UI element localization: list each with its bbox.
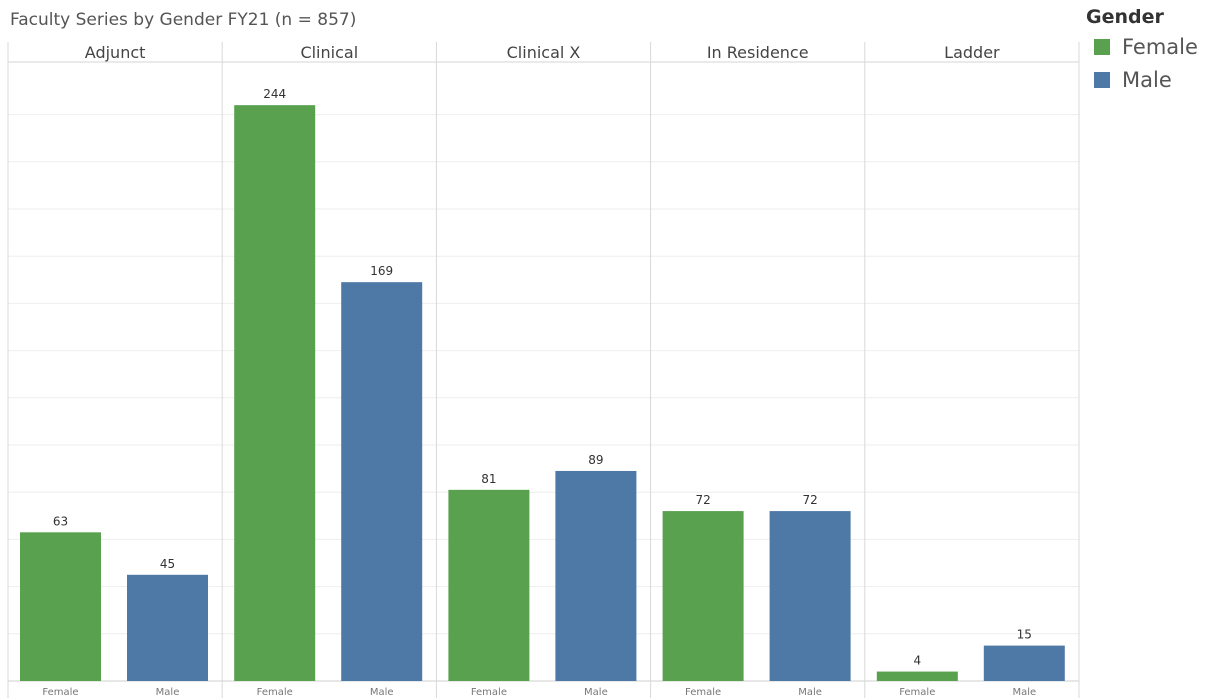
x-tick-label: Female <box>471 687 507 698</box>
x-tick-label: Female <box>42 687 78 698</box>
data-label: 45 <box>160 557 175 571</box>
data-label: 72 <box>695 493 710 507</box>
bar-male <box>769 511 851 681</box>
x-tick-label: Male <box>584 687 608 698</box>
x-tick-label: Male <box>156 687 180 698</box>
x-tick-label: Male <box>1012 687 1036 698</box>
data-label: 63 <box>53 514 68 528</box>
x-tick-label: Male <box>798 687 822 698</box>
panel-header-clinical-x: Clinical X <box>507 43 581 62</box>
bar-male <box>555 470 637 681</box>
legend-label-female: Female <box>1122 34 1198 59</box>
chart-area: Adjunct 63 Female 45 Male Clinical 244 Female 16… <box>7 42 1080 698</box>
legend-title: Gender <box>1086 6 1164 28</box>
panel-header-clinical: Clinical <box>300 43 358 62</box>
legend-label-male: Male <box>1122 67 1172 92</box>
legend-item-male[interactable]: Male <box>1086 63 1198 96</box>
data-label: 4 <box>913 654 921 668</box>
data-label: 244 <box>263 87 286 101</box>
bar-male <box>341 282 423 681</box>
data-label: 15 <box>1017 628 1032 642</box>
bar-female <box>20 532 101 681</box>
panel-header-ladder: Ladder <box>944 43 1000 62</box>
female-swatch-icon <box>1094 38 1110 55</box>
chart-title: Faculty Series by Gender FY21 (n = 857) <box>10 10 357 30</box>
bar-female <box>662 511 744 681</box>
x-tick-label: Female <box>899 687 935 698</box>
legend-item-female[interactable]: Female <box>1086 30 1198 63</box>
data-label: 169 <box>370 264 393 278</box>
data-label: 89 <box>588 453 603 467</box>
panel-header-adjunct: Adjunct <box>85 43 146 62</box>
bar-female <box>876 671 958 681</box>
male-swatch-icon <box>1094 71 1110 88</box>
bar-female <box>448 489 530 681</box>
legend: Gender Female Male <box>1086 6 1198 96</box>
bar-male <box>983 645 1065 681</box>
panel-header-in-residence: In Residence <box>707 43 809 62</box>
x-tick-label: Female <box>685 687 721 698</box>
x-tick-label: Female <box>257 687 293 698</box>
bar-male <box>127 574 208 681</box>
data-label: 72 <box>802 493 817 507</box>
data-label: 81 <box>481 472 496 486</box>
bar-female <box>234 105 316 681</box>
x-tick-label: Male <box>370 687 394 698</box>
